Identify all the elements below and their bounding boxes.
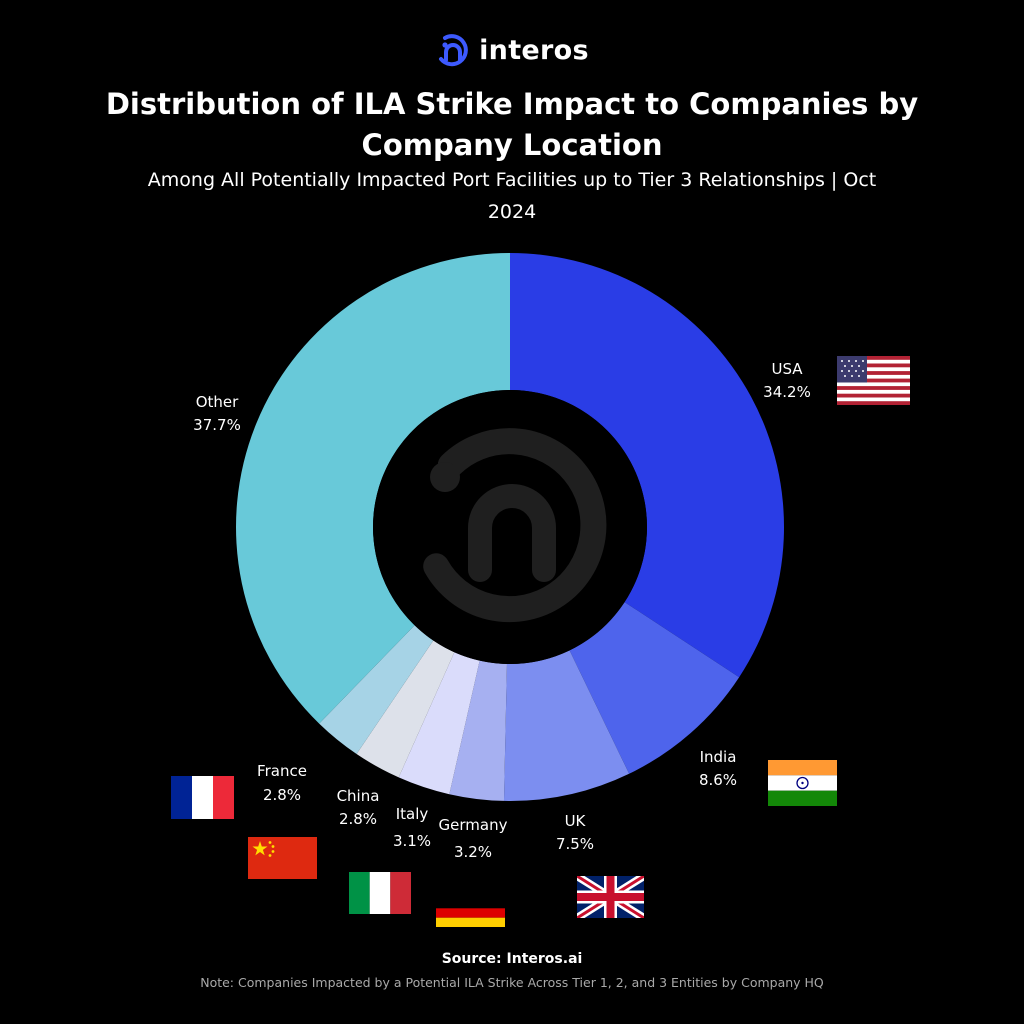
slice-germany — [449, 660, 507, 801]
slice-value-label: 3.2% — [454, 843, 492, 861]
center-logo-icon — [423, 428, 607, 623]
brand-name: interos — [479, 34, 589, 66]
slice-other — [236, 253, 511, 724]
chart-title: Distribution of ILA Strike Impact to Com… — [105, 87, 919, 162]
germany-flag-icon — [436, 899, 505, 927]
france-flag-icon — [171, 776, 234, 819]
slice-value-label: 2.8% — [263, 786, 301, 804]
slice-france — [319, 625, 434, 755]
label-usa: USA 34.2% — [763, 360, 811, 401]
brand-header: interos — [0, 32, 1024, 68]
slice-value-label: 3.1% — [393, 832, 431, 850]
slice-italy — [398, 652, 480, 795]
chart-subtitle: Among All Potentially Impacted Port Faci… — [147, 169, 877, 223]
china-flag-icon — [248, 837, 317, 879]
label-uk: UK 7.5% — [556, 812, 594, 853]
uk-flag-icon — [577, 876, 644, 918]
label-germany: Germany 3.2% — [439, 816, 508, 861]
slice-label: UK — [565, 812, 587, 830]
label-other: Other 37.7% — [193, 393, 241, 434]
slice-china — [356, 640, 455, 778]
slice-label: Other — [196, 393, 239, 411]
slice-label: USA — [771, 360, 803, 378]
slice-value-label: 7.5% — [556, 835, 594, 853]
slice-value-label: 8.6% — [699, 771, 737, 789]
us-flag-icon — [837, 356, 910, 405]
label-india: India 8.6% — [699, 748, 737, 789]
slice-uk — [503, 650, 630, 801]
slice-value-label: 2.8% — [339, 810, 377, 828]
note-text: Note: Companies Impacted by a Potential … — [200, 975, 824, 990]
interos-logo-icon — [439, 34, 468, 67]
slice-label: Italy — [396, 805, 429, 823]
italy-flag-icon — [349, 872, 411, 914]
slice-label: Germany — [439, 816, 508, 834]
slice-india — [569, 602, 740, 774]
source-text: Source: Interos.ai — [441, 951, 583, 967]
india-flag-icon — [768, 760, 837, 806]
label-france: France 2.8% — [257, 762, 307, 804]
slice-value-label: 37.7% — [193, 416, 241, 434]
slice-label: France — [257, 762, 307, 780]
slice-label: India — [700, 748, 737, 766]
slice-label: China — [337, 787, 380, 805]
slice-usa — [510, 253, 785, 678]
label-china: China 2.8% — [337, 787, 380, 828]
label-italy: Italy 3.1% — [393, 805, 431, 850]
slice-value-label: 34.2% — [763, 383, 811, 401]
